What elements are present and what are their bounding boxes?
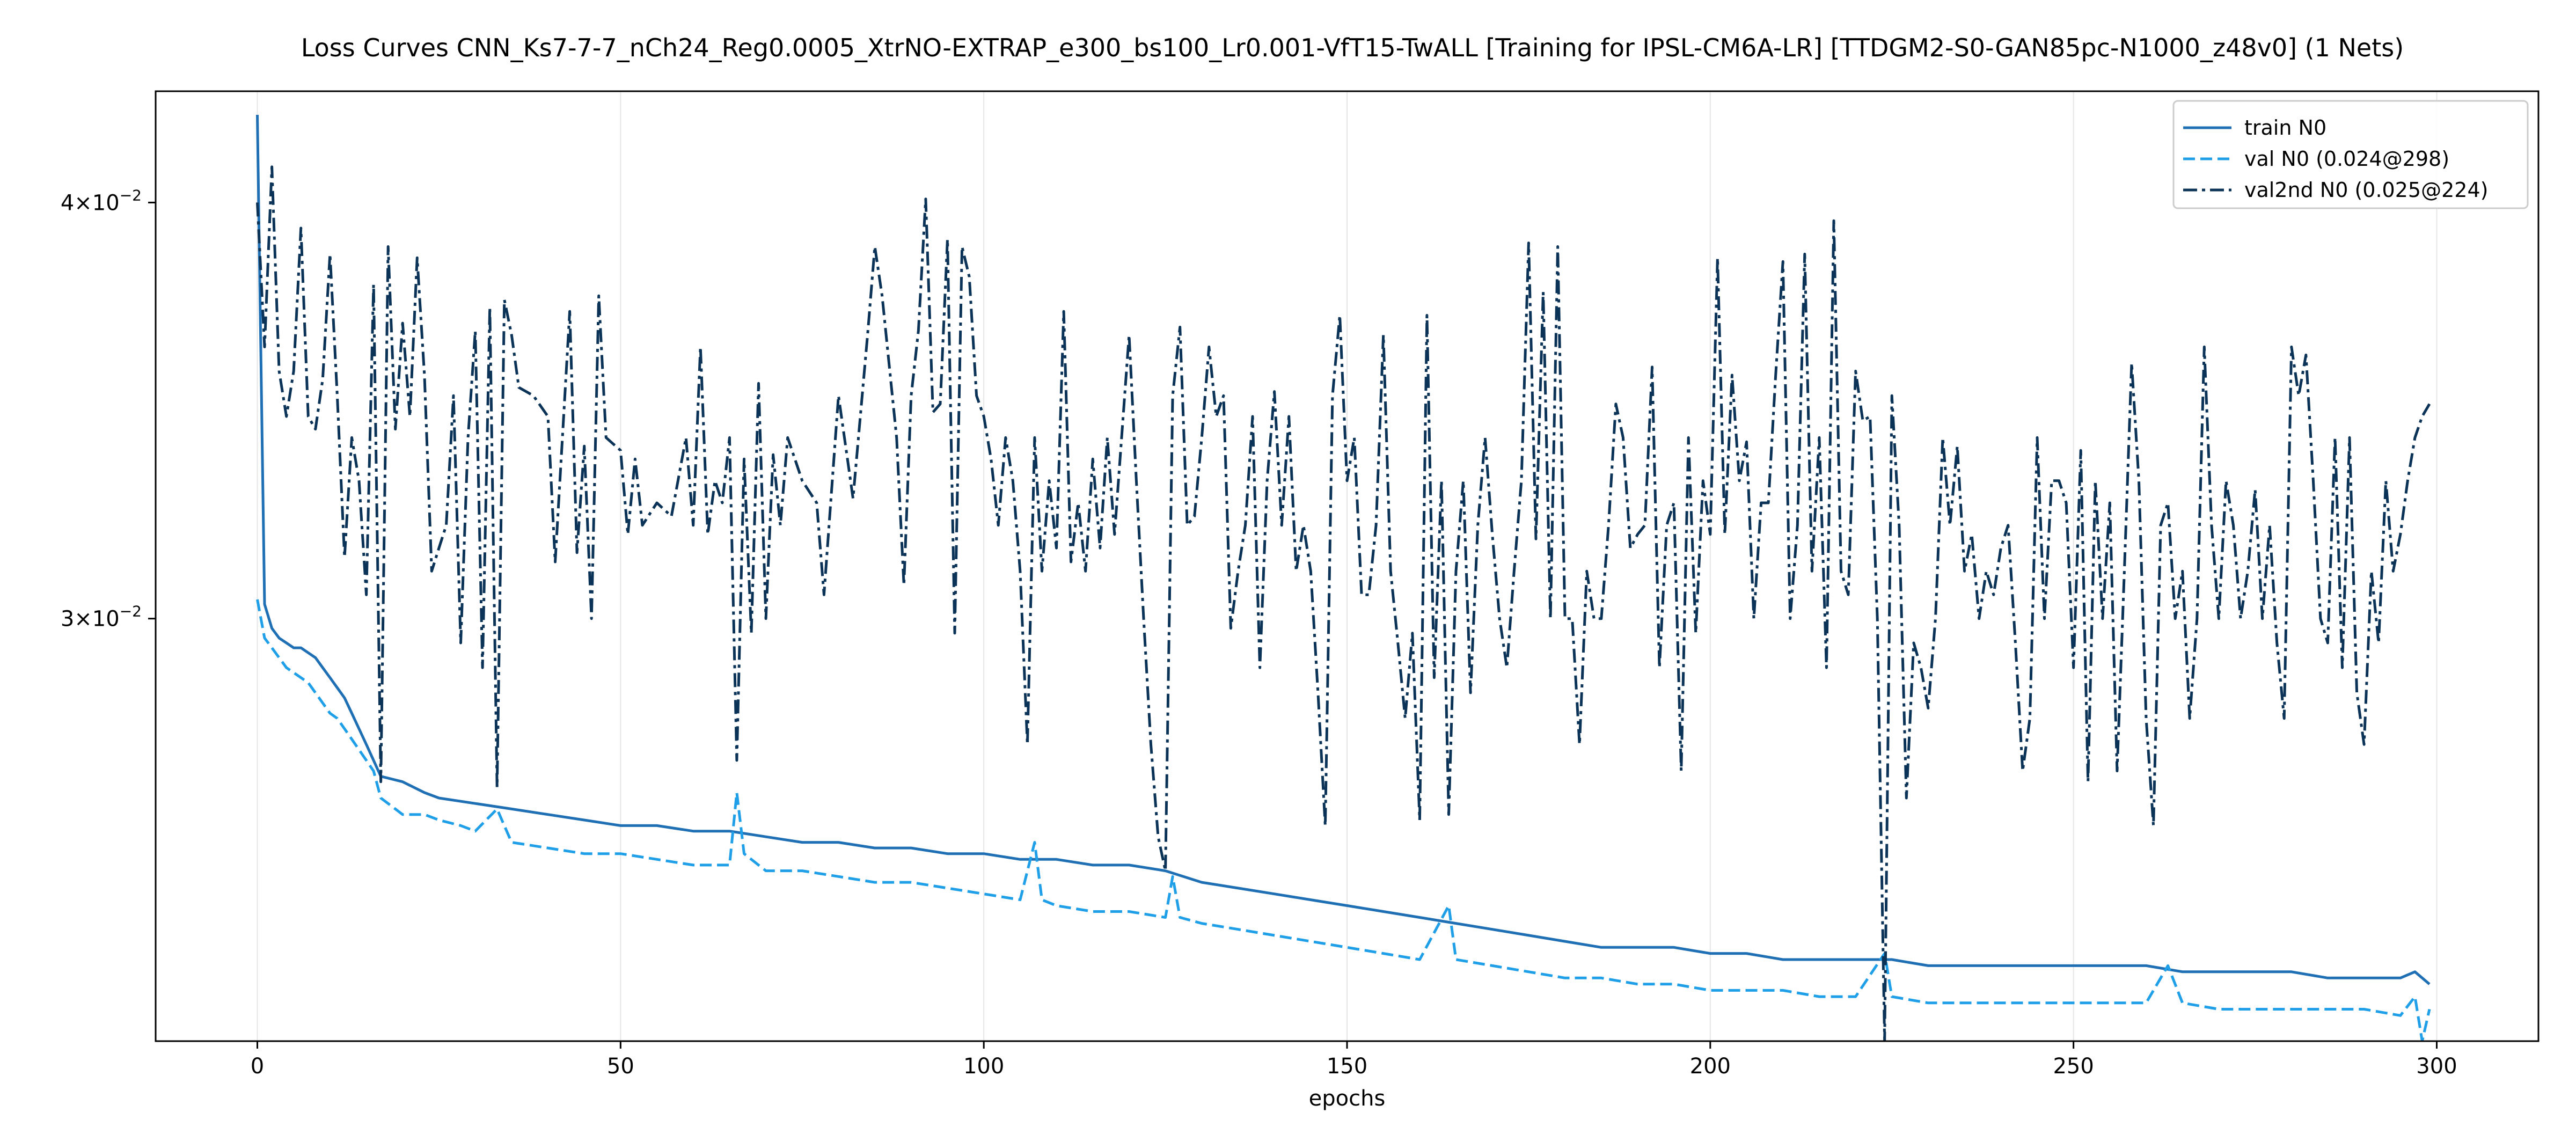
series-line-val <box>256 599 2431 1041</box>
legend-entry: val N0 (0.024@298) <box>2244 147 2449 171</box>
x-tick-label: 50 <box>607 1054 634 1079</box>
x-axis: 0 50 100 150 200 250 300 <box>251 1041 2457 1079</box>
x-tick-label: 150 <box>1327 1054 1367 1079</box>
legend-entry: val2nd N0 (0.025@224) <box>2244 178 2488 202</box>
series-line-val2nd <box>256 165 2431 1041</box>
x-tick-label: 300 <box>2416 1054 2457 1079</box>
x-tick-label: 250 <box>2053 1054 2094 1079</box>
y-tick-label: 4×10−2 <box>61 186 142 215</box>
chart-title: Loss Curves CNN_Ks7-7-7_nCh24_Reg0.0005_… <box>301 33 2404 62</box>
grid-layer <box>257 91 2438 1041</box>
y-tick-label: 3×10−2 <box>61 603 142 632</box>
x-tick-label: 200 <box>1690 1054 1731 1079</box>
legend: train N0 val N0 (0.024@298) val2nd N0 (0.0… <box>2172 100 2529 209</box>
series-layer <box>256 114 2431 1041</box>
y-axis: 3×10−2 4×10−2 <box>61 186 156 632</box>
legend-box <box>2172 100 2529 209</box>
series-line-train <box>256 114 2431 985</box>
x-tick-label: 100 <box>963 1054 1004 1079</box>
x-tick-label: 0 <box>251 1054 264 1079</box>
x-axis-label: epochs <box>1309 1086 1386 1111</box>
legend-entry: train N0 <box>2244 116 2326 140</box>
